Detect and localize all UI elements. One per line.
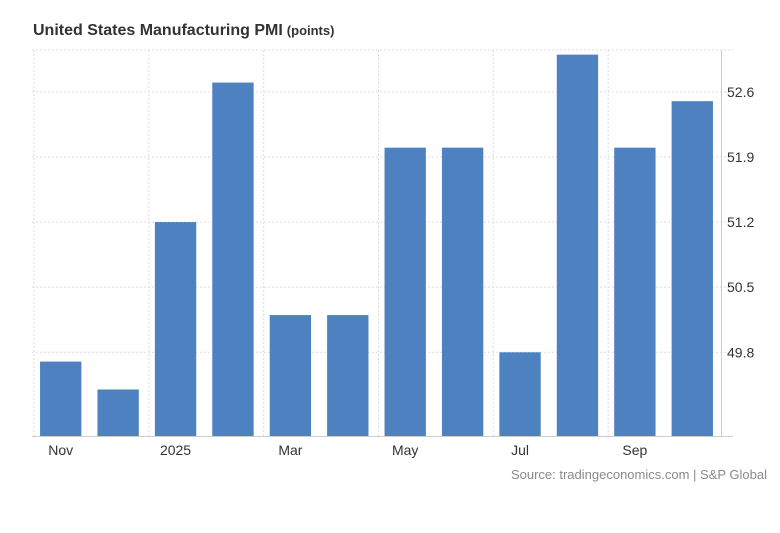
bar-apr-2025 bbox=[327, 315, 369, 436]
x-tick-label: Sep bbox=[622, 442, 647, 458]
bar-jul-2025 bbox=[499, 352, 541, 436]
y-tick-label: 51.2 bbox=[727, 214, 754, 230]
axes: 49.8 50.5 51.2 51.9 52.6 Nov 2025 Mar May Jul Sep bbox=[32, 50, 754, 458]
x-tick-label: Mar bbox=[278, 442, 302, 458]
y-tick-label: 49.8 bbox=[727, 344, 754, 360]
chart-title-text: United States Manufacturing PMI bbox=[33, 22, 283, 39]
bars bbox=[40, 54, 713, 437]
bar-aug-2025 bbox=[556, 54, 599, 436]
x-tick-label: 2025 bbox=[160, 442, 191, 458]
bar-jan-2025 bbox=[154, 222, 197, 436]
bar-may-2025 bbox=[384, 147, 426, 436]
source-text: Source: tradingeconomics.com | S&P Globa… bbox=[510, 467, 767, 482]
bar-dec-2024 bbox=[97, 389, 139, 436]
chart-title: United States Manufacturing PMI (points) bbox=[33, 22, 334, 40]
bar-sep-2025 bbox=[614, 147, 656, 436]
y-tick-label: 50.5 bbox=[727, 279, 754, 295]
bar-feb-2025 bbox=[212, 82, 254, 437]
x-tick-label: Jul bbox=[511, 442, 529, 458]
y-tick-label: 51.9 bbox=[727, 149, 754, 165]
bar-nov-2024 bbox=[40, 361, 82, 436]
x-tick-label: Nov bbox=[48, 442, 73, 458]
bar-oct-2025 bbox=[671, 101, 713, 437]
bar-mar-2025 bbox=[269, 315, 312, 436]
chart-unit-text: (points) bbox=[286, 23, 335, 38]
y-tick-label: 52.6 bbox=[727, 84, 754, 100]
bar-jun-2025 bbox=[441, 147, 484, 436]
x-tick-label: May bbox=[392, 442, 418, 458]
